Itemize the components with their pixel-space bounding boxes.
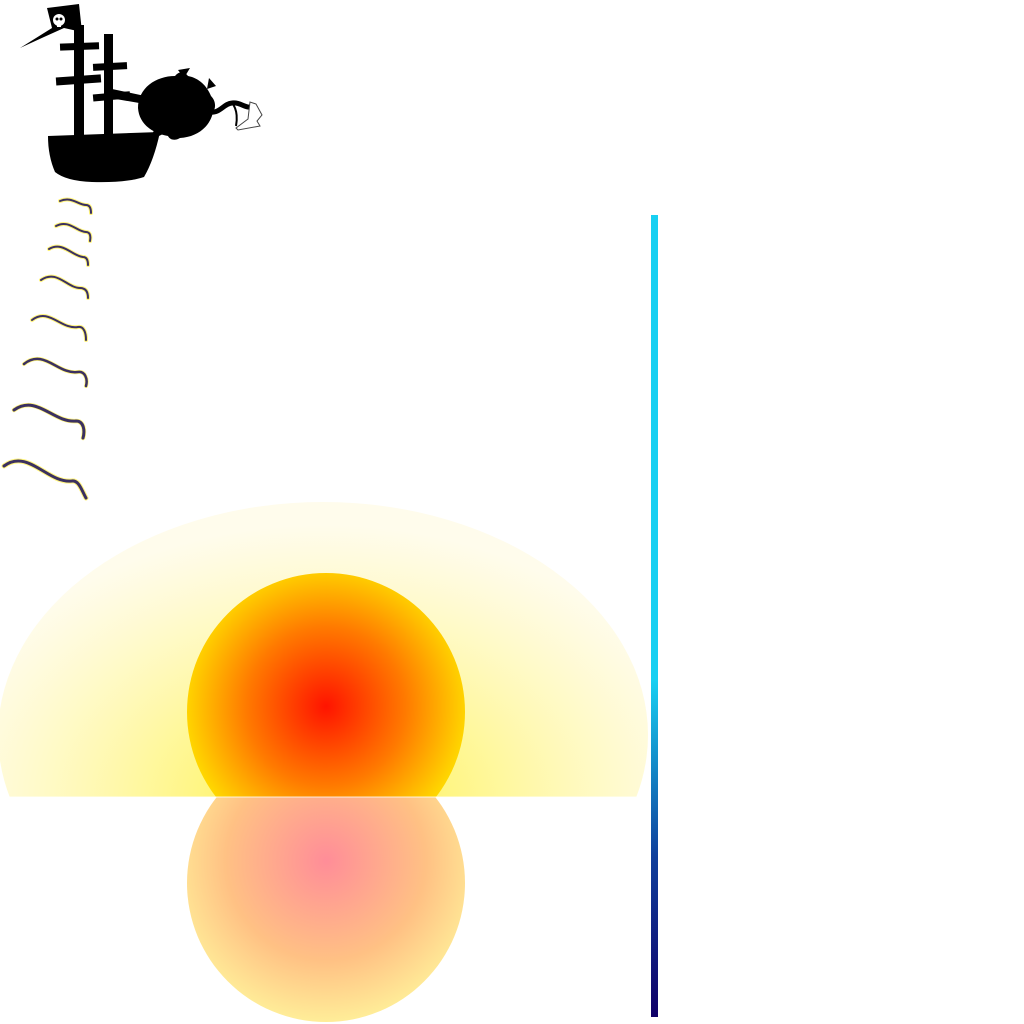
wind-line — [22, 356, 89, 388]
wind-line — [11, 402, 87, 441]
wind-line — [54, 221, 93, 243]
ship-icon — [48, 132, 160, 183]
wind-line — [39, 274, 90, 300]
wind-line — [1, 458, 89, 501]
sun — [187, 573, 465, 797]
wind-line — [30, 314, 88, 342]
cannonball-icon — [138, 72, 216, 140]
pirate-ship — [20, 4, 263, 183]
wind-lines — [1, 197, 93, 501]
sun-reflection — [187, 797, 465, 1022]
wind-line — [58, 197, 93, 215]
wind-line — [47, 244, 90, 267]
scroll-icon — [235, 101, 263, 131]
blue-depth-bar — [651, 215, 658, 1017]
skull-flag-icon — [20, 4, 82, 48]
